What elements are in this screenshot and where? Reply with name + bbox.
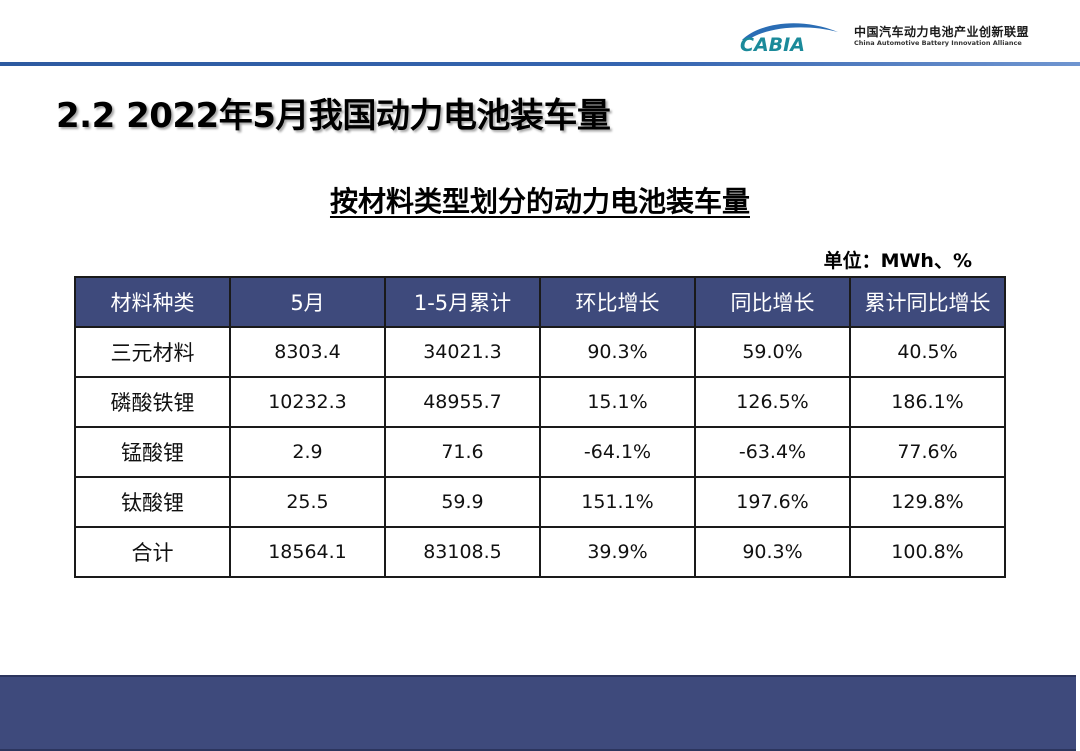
- unit-label: 单位：MWh、%: [823, 250, 972, 272]
- table-title-text: 按材料类型划分的动力电池装车量: [329, 185, 750, 218]
- col-header-mom: 环比增长: [539, 276, 696, 328]
- cell-yoy: 59.0%: [694, 326, 851, 378]
- cell-mom: -64.1%: [539, 426, 696, 478]
- table-title: 按材料类型划分的动力电池装车量: [0, 180, 1080, 220]
- cell-cumulative-yoy: 129.8%: [849, 476, 1006, 528]
- cell-may: 8303.4: [229, 326, 386, 378]
- cell-cumulative: 34021.3: [384, 326, 541, 378]
- cell-mom: 15.1%: [539, 376, 696, 428]
- cell-mom: 151.1%: [539, 476, 696, 528]
- table-row: 三元材料 8303.4 34021.3 90.3% 59.0% 40.5%: [74, 326, 1006, 378]
- cell-cumulative-yoy: 77.6%: [849, 426, 1006, 478]
- cell-cumulative: 83108.5: [384, 526, 541, 578]
- col-header-cumulative: 1-5月累计: [384, 276, 541, 328]
- org-name-cn: 中国汽车动力电池产业创新联盟: [854, 24, 1030, 39]
- cell-cumulative-yoy: 100.8%: [849, 526, 1006, 578]
- cell-may: 18564.1: [229, 526, 386, 578]
- col-header-material: 材料种类: [74, 276, 231, 328]
- cell-material: 锰酸锂: [74, 426, 231, 478]
- col-header-may: 5月: [229, 276, 386, 328]
- cell-yoy: 90.3%: [694, 526, 851, 578]
- cell-cumulative: 71.6: [384, 426, 541, 478]
- table-header-row: 材料种类 5月 1-5月累计 环比增长 同比增长 累计同比增长: [74, 276, 1006, 328]
- cabia-logo: CABIA 中国汽车动力电池产业创新联盟 China Automotive Ba…: [738, 16, 1029, 56]
- org-name-en: China Automotive Battery Innovation Alli…: [854, 38, 1022, 47]
- col-header-yoy: 同比增长: [694, 276, 851, 328]
- cell-yoy: 126.5%: [694, 376, 851, 428]
- table-row: 钛酸锂 25.5 59.9 151.1% 197.6% 129.8%: [74, 476, 1006, 528]
- cell-material: 三元材料: [74, 326, 231, 378]
- cell-may: 2.9: [229, 426, 386, 478]
- svg-text:CABIA: CABIA: [740, 34, 805, 54]
- cell-material: 钛酸锂: [74, 476, 231, 528]
- battery-installation-table: 材料种类 5月 1-5月累计 环比增长 同比增长 累计同比增长 三元材料 830…: [74, 276, 1006, 578]
- cell-may: 10232.3: [229, 376, 386, 428]
- cell-cumulative: 48955.7: [384, 376, 541, 428]
- cell-may: 25.5: [229, 476, 386, 528]
- table-row-total: 合计 18564.1 83108.5 39.9% 90.3% 100.8%: [74, 526, 1006, 578]
- footer-bar: [0, 675, 1076, 751]
- cell-mom: 90.3%: [539, 326, 696, 378]
- header-divider: [0, 62, 1080, 66]
- table-row: 锰酸锂 2.9 71.6 -64.1% -63.4% 77.6%: [74, 426, 1006, 478]
- cell-cumulative: 59.9: [384, 476, 541, 528]
- car-logo-icon: CABIA: [738, 18, 842, 54]
- cell-cumulative-yoy: 186.1%: [849, 376, 1006, 428]
- page-title: 2.2 2022年5月我国动力电池装车量: [56, 96, 611, 136]
- col-header-cumulative-yoy: 累计同比增长: [849, 276, 1006, 328]
- table-row: 磷酸铁锂 10232.3 48955.7 15.1% 126.5% 186.1%: [74, 376, 1006, 428]
- cell-material: 磷酸铁锂: [74, 376, 231, 428]
- cell-cumulative-yoy: 40.5%: [849, 326, 1006, 378]
- cell-material: 合计: [74, 526, 231, 578]
- cell-yoy: -63.4%: [694, 426, 851, 478]
- cell-mom: 39.9%: [539, 526, 696, 578]
- cell-yoy: 197.6%: [694, 476, 851, 528]
